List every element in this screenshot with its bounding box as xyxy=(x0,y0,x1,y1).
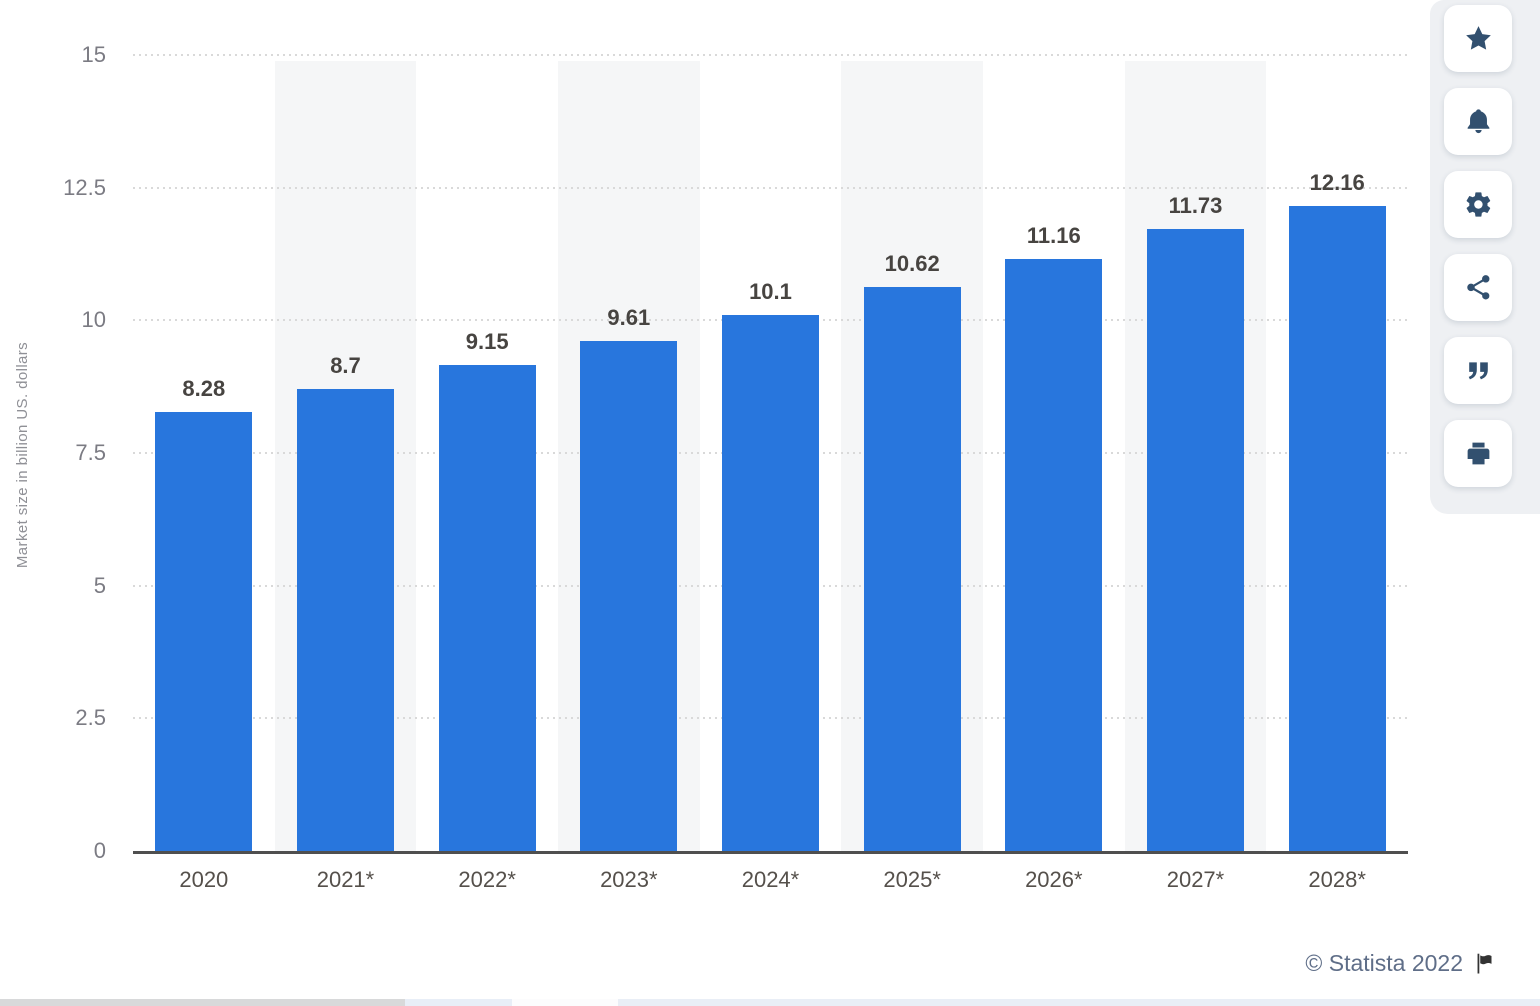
print-button[interactable] xyxy=(1444,420,1512,487)
y-tick-label: 7.5 xyxy=(75,440,106,465)
share-icon xyxy=(1466,275,1489,300)
attribution-text: © Statista 2022 xyxy=(1305,949,1463,976)
bar-value-label: 12.16 xyxy=(1309,169,1365,195)
share-button[interactable] xyxy=(1444,254,1512,321)
bar[interactable] xyxy=(1288,205,1386,851)
y-tick-label: 0 xyxy=(93,838,106,863)
gear-icon xyxy=(1466,192,1490,217)
bar-value-label: 11.16 xyxy=(1026,222,1081,248)
x-tick-label: 2020 xyxy=(179,867,229,892)
bar[interactable] xyxy=(1147,228,1244,851)
x-tick-label: 2027* xyxy=(1166,867,1225,892)
bar[interactable] xyxy=(438,365,536,851)
y-tick-label: 12.5 xyxy=(63,174,106,200)
quote-icon xyxy=(1468,362,1488,380)
plot-area: 8.28 8.7 9.15 9.61 10.1 10.62 11.16 11.73 12.16 xyxy=(133,54,1408,851)
y-tick-label: 5 xyxy=(93,572,106,598)
bottom-edge-segment xyxy=(0,999,405,1006)
y-tick-label: 2.5 xyxy=(75,705,106,731)
bottom-edge-segment xyxy=(405,999,512,1006)
settings-button[interactable] xyxy=(1444,171,1512,238)
bar-value-label: 9.15 xyxy=(465,329,509,355)
gridline xyxy=(133,54,1408,56)
bar-value-label: 8.28 xyxy=(182,375,226,401)
x-axis: 2020 2021* 2022* 2023* 2024* 2025* 2026* 2027* 2… xyxy=(133,866,1408,896)
gridline xyxy=(133,186,1408,189)
bar-value-label: 9.61 xyxy=(607,305,651,331)
x-tick-label: 2028* xyxy=(1308,867,1366,892)
bar[interactable] xyxy=(580,341,678,851)
cite-button[interactable] xyxy=(1444,337,1512,404)
printer-icon xyxy=(1467,442,1489,465)
y-axis: 0 2.5 5 7.5 10 12.5 15 xyxy=(0,42,106,863)
bar-value-label: 10.1 xyxy=(749,279,792,305)
x-tick-label: 2023* xyxy=(600,867,658,892)
x-tick-label: 2024* xyxy=(741,867,800,892)
favorite-button[interactable] xyxy=(1444,5,1512,72)
x-tick-label: 2022* xyxy=(458,867,516,892)
bar[interactable] xyxy=(1005,258,1103,851)
y-tick-label: 15 xyxy=(81,42,106,67)
star-icon xyxy=(1465,26,1491,50)
attribution: © Statista 2022 xyxy=(1305,946,1500,980)
notifications-button[interactable] xyxy=(1444,88,1512,155)
x-tick-label: 2021* xyxy=(316,867,375,892)
x-axis-line xyxy=(133,851,1408,854)
x-tick-label: 2026* xyxy=(1025,867,1083,892)
page-bottom-edge xyxy=(0,999,1540,1006)
bottom-edge-segment xyxy=(512,999,618,1006)
bar[interactable] xyxy=(155,411,253,851)
bar[interactable] xyxy=(297,389,394,851)
x-tick-label: 2025* xyxy=(883,867,941,892)
bell-icon xyxy=(1467,109,1489,134)
bar[interactable] xyxy=(863,287,961,851)
bottom-edge-segment xyxy=(618,999,1540,1006)
bar[interactable] xyxy=(722,315,819,851)
flag-icon[interactable] xyxy=(1473,951,1500,976)
bar-value-label: 10.62 xyxy=(884,251,940,277)
y-tick-label: 10 xyxy=(81,307,106,333)
bar-value-label: 8.7 xyxy=(330,353,361,379)
bar-value-label: 11.73 xyxy=(1168,192,1223,218)
